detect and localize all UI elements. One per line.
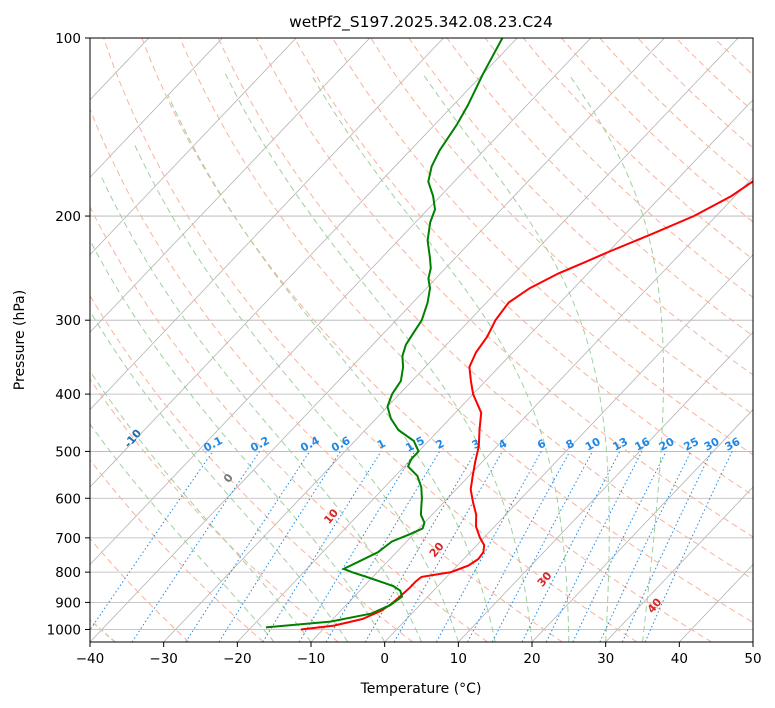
isotherm-gridline [90, 38, 371, 333]
mixing-ratio-line [131, 451, 261, 642]
mixing-ratio-label: 13 [610, 435, 630, 454]
dry-adiabat-line [332, 38, 753, 456]
mixing-ratio-label: 10 [583, 435, 603, 454]
moist-adiabat-line [90, 423, 275, 642]
dry-adiabat-line [599, 38, 753, 186]
mixing-ratio-line [393, 451, 503, 642]
mixing-ratio-label: 20 [657, 435, 677, 454]
y-tick-label: 700 [55, 531, 81, 547]
moist-adiabat-line [132, 141, 459, 642]
moist-adiabat-line [167, 95, 496, 642]
isotherm-gridline [163, 38, 739, 642]
x-tick-label: −20 [223, 651, 252, 667]
plot-frame [89, 37, 754, 643]
dry-adiabat-line [103, 38, 638, 642]
chart-title: wetPf2_S197.2025.342.08.23.C24 [289, 13, 553, 32]
isotherm-gridline [605, 486, 753, 642]
isotherm-gridline [531, 409, 753, 642]
moist-adiabat-line [99, 174, 422, 642]
dry-adiabat-line [179, 38, 753, 623]
moist-adiabat-line [90, 370, 312, 642]
mixing-ratio-line [298, 451, 416, 642]
isotherm-gridline [90, 38, 444, 411]
y-tick-label: 800 [55, 565, 81, 581]
dry-adiabat-line [408, 38, 753, 376]
dry-adiabat-line [370, 38, 753, 415]
dry-adiabat-line [637, 38, 753, 149]
isotherm-gridline [237, 99, 753, 642]
y-tick-label: 900 [55, 595, 81, 611]
isotherm-gridline [90, 38, 223, 178]
x-axis-ticks: −40 −30 −20 −10 0 10 20 30 40 50 [76, 642, 762, 667]
temperature-profile-line [300, 179, 753, 631]
x-tick-label: 0 [380, 651, 389, 667]
dry-adiabat-line [446, 38, 753, 337]
dry-adiabat-line [90, 107, 563, 642]
dry-adiabat-line [90, 459, 264, 642]
moist-adiabat-line [422, 73, 610, 642]
y-tick-label: 100 [55, 31, 81, 47]
x-tick-label: 20 [523, 651, 540, 667]
dry-adiabat-line [484, 38, 753, 299]
plot-area [90, 38, 753, 642]
background-lines [90, 38, 753, 642]
moist-adiabat-line [225, 73, 533, 642]
moist-adiabat-line [310, 73, 570, 642]
mixing-ratio-label: 36 [723, 435, 743, 454]
x-tick-label: 10 [450, 651, 467, 667]
mixing-ratio-line [262, 451, 382, 642]
y-tick-label: 500 [55, 444, 81, 460]
background-line-labels: 0.10.20.40.611.52346810131620253036-100-… [121, 427, 743, 616]
mixing-ratio-line [644, 451, 733, 642]
dry-adiabat-line [90, 294, 414, 642]
moist-adiabat-line [90, 239, 386, 642]
mixing-ratio-line [467, 451, 571, 642]
dry-adiabat-line [141, 38, 712, 642]
isotherm-gridline [90, 38, 518, 488]
mixing-ratio-line [218, 451, 341, 642]
mixing-ratio-line [90, 451, 214, 631]
y-tick-label: 200 [55, 209, 81, 225]
y-tick-label: 1000 [47, 622, 81, 638]
isotherm-gridline [90, 38, 297, 256]
mixing-ratio-line [435, 451, 542, 642]
mixing-ratio-label: 25 [681, 435, 701, 454]
dewpoint-profile-line [265, 38, 504, 629]
y-tick-label: 400 [55, 387, 81, 403]
y-tick-label: 300 [55, 313, 81, 329]
y-axis-label: Pressure (hPa) [12, 290, 28, 390]
isotherm-gridline [384, 254, 753, 642]
x-tick-label: −10 [297, 651, 326, 667]
y-tick-label: 600 [55, 491, 81, 507]
isotherm-gridline [90, 38, 592, 566]
moist-adiabat-line [90, 310, 349, 642]
x-tick-label: 50 [744, 651, 761, 667]
x-tick-label: −30 [149, 651, 178, 667]
x-axis-label: Temperature (°C) [360, 681, 482, 697]
isotherm-gridline [458, 331, 753, 642]
mixing-ratio-label: 30 [702, 435, 722, 454]
x-tick-label: −40 [76, 651, 105, 667]
profile-lines [265, 38, 753, 631]
mixing-ratio-line [545, 451, 643, 642]
mixing-ratio-label: 16 [633, 435, 653, 454]
y-axis-ticks: 100 200 300 400 500 600 700 800 900 1000 [47, 31, 90, 638]
x-tick-label: 30 [597, 651, 614, 667]
mixing-ratio-line [185, 451, 311, 642]
dry-adiabat-line [217, 38, 753, 580]
x-tick-label: 40 [671, 651, 688, 667]
moist-adiabat-line [568, 73, 664, 642]
dry-adiabat-line [293, 38, 753, 496]
mixing-ratio-line [521, 451, 621, 642]
